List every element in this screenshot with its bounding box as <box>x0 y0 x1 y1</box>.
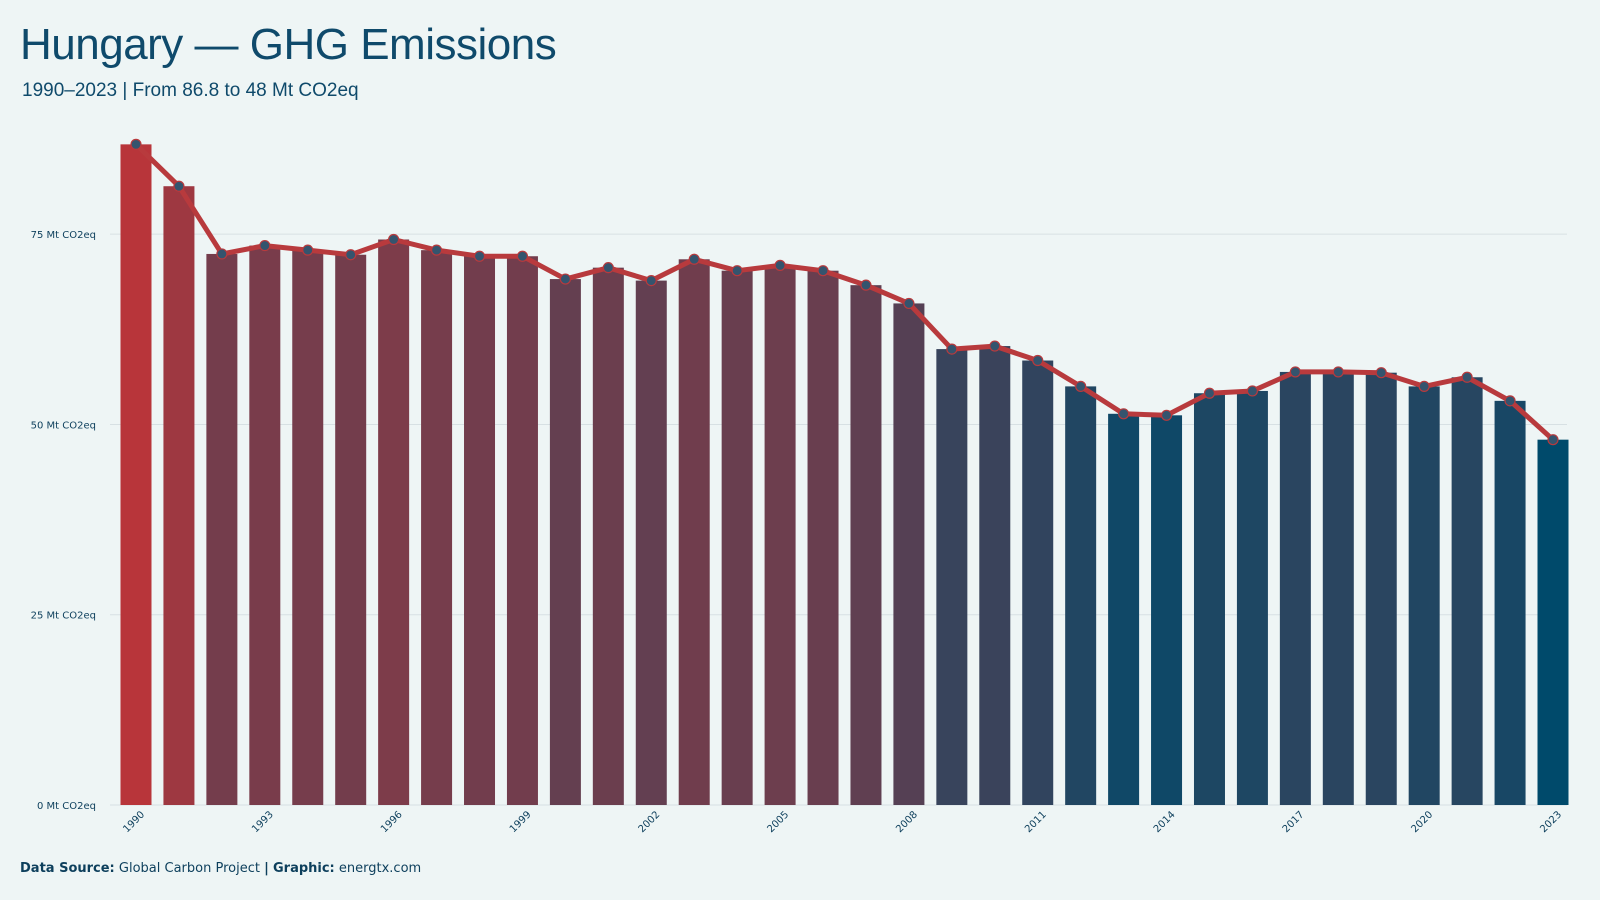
point-1993 <box>259 239 271 252</box>
point-2012 <box>1075 380 1087 392</box>
source-label: Data Source: <box>20 861 115 876</box>
point-2017 <box>1289 366 1301 378</box>
point-2019 <box>1375 367 1387 379</box>
footer-separator: | <box>264 861 269 876</box>
y-tick-label: 75 Mt CO2eq <box>31 230 96 241</box>
x-tick-label: 2017 <box>1281 809 1307 835</box>
x-tick-label: 2011 <box>1023 809 1049 835</box>
point-2020 <box>1418 380 1430 392</box>
point-2006 <box>817 265 829 277</box>
bar-1998 <box>464 256 496 805</box>
point-2005 <box>774 259 786 271</box>
y-axis-ticks: 0 Mt CO2eq 25 Mt CO2eq 50 Mt CO2eq 75 Mt CO… <box>31 230 96 812</box>
bar-2011 <box>1022 360 1054 805</box>
point-1999 <box>516 250 529 262</box>
bar-1996 <box>378 239 410 805</box>
point-1992 <box>216 248 228 260</box>
graphic-label: Graphic: <box>272 861 335 876</box>
point-2007 <box>860 279 872 291</box>
bar-2012 <box>1065 386 1097 805</box>
x-tick-label: 2020 <box>1410 809 1436 835</box>
bar-2017 <box>1279 371 1311 805</box>
bar-2019 <box>1365 372 1397 805</box>
bar-1995 <box>335 254 367 805</box>
point-1990 <box>130 138 142 150</box>
point-2003 <box>688 253 700 265</box>
x-tick-label: 1990 <box>121 809 147 835</box>
bar-2023 <box>1537 439 1569 805</box>
point-2010 <box>989 340 1001 352</box>
trend-line-path <box>133 141 1556 443</box>
bar-2001 <box>592 267 624 806</box>
point-1994 <box>302 244 314 256</box>
point-1995 <box>345 249 357 261</box>
point-1996 <box>388 233 400 246</box>
bar-2008 <box>893 303 925 805</box>
y-tick-label: 25 Mt CO2eq <box>31 611 96 622</box>
bar-2006 <box>807 270 839 805</box>
bar-1997 <box>421 250 453 805</box>
bars <box>120 144 1569 806</box>
bar-2002 <box>635 280 667 805</box>
chart-subtitle: 1990–2023 | From 86.8 to 48 Mt CO2eq <box>22 80 359 101</box>
bar-1999 <box>506 256 538 805</box>
bar-2021 <box>1451 377 1483 805</box>
bar-1992 <box>206 253 238 805</box>
bar-2007 <box>850 285 882 805</box>
point-1991 <box>173 180 185 192</box>
x-tick-label: 2014 <box>1152 809 1178 835</box>
point-2013 <box>1118 408 1130 420</box>
point-2021 <box>1461 371 1473 383</box>
bar-2020 <box>1408 386 1440 805</box>
point-2002 <box>645 274 657 287</box>
point-2016 <box>1246 385 1259 397</box>
x-tick-label: 1993 <box>250 809 276 835</box>
x-tick-label: 2005 <box>765 809 791 835</box>
x-tick-label: 1999 <box>508 809 534 835</box>
point-2018 <box>1332 366 1344 378</box>
x-tick-label: 2002 <box>637 809 663 835</box>
point-1997 <box>430 244 443 256</box>
bar-2014 <box>1151 415 1183 805</box>
data-points <box>130 138 1559 446</box>
point-2011 <box>1032 354 1044 367</box>
point-2004 <box>731 265 743 277</box>
point-2014 <box>1160 409 1173 421</box>
chart-title: Hungary — GHG Emissions <box>20 20 557 69</box>
x-axis-ticks: 1990 1993 1996 1999 2002 2005 2008 2011 2014 2017… <box>121 809 1564 835</box>
bar-2004 <box>721 270 753 805</box>
point-2008 <box>903 297 915 310</box>
x-tick-label: 2008 <box>894 809 920 835</box>
point-2000 <box>559 273 571 285</box>
bar-2003 <box>678 259 710 805</box>
bar-2013 <box>1108 413 1140 805</box>
point-2001 <box>602 262 614 274</box>
x-tick-label: 2023 <box>1538 809 1564 835</box>
bar-1990 <box>120 144 152 805</box>
point-1998 <box>473 250 486 262</box>
point-2015 <box>1203 387 1216 399</box>
bar-2010 <box>979 346 1011 805</box>
source-value: Global Carbon Project <box>118 861 260 876</box>
graphic-value: energtx.com <box>338 861 422 876</box>
y-tick-label: 50 Mt CO2eq <box>31 420 96 431</box>
x-tick-label: 1996 <box>379 809 405 835</box>
bar-2015 <box>1193 393 1225 805</box>
bar-1993 <box>249 245 281 806</box>
point-2022 <box>1504 395 1516 407</box>
bar-1994 <box>292 250 324 805</box>
bar-2009 <box>936 349 968 805</box>
bar-2016 <box>1236 390 1268 805</box>
bar-2005 <box>764 265 796 806</box>
bar-2000 <box>549 279 581 805</box>
point-2023 <box>1547 434 1559 446</box>
footer-credits: Data Source: Global Carbon Project | Gra… <box>20 861 421 876</box>
y-tick-label: 0 Mt CO2eq <box>37 801 96 812</box>
trend-line <box>133 141 1556 443</box>
bar-2018 <box>1322 371 1354 805</box>
point-2009 <box>946 343 958 355</box>
bar-1991 <box>163 186 195 805</box>
bar-2022 <box>1494 400 1526 805</box>
